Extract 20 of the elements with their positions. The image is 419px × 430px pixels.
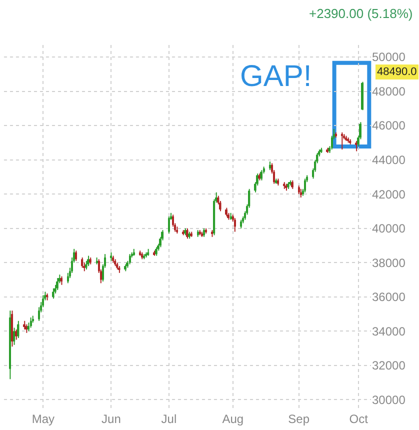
y-tick-label: 42000 (372, 187, 406, 202)
y-tick-label: 44000 (372, 153, 406, 168)
y-tick-label: 48000 (372, 84, 406, 98)
x-tick-label: Jun (102, 412, 121, 426)
y-tick-label: 40000 (372, 222, 406, 236)
y-tick-label: 38000 (372, 256, 406, 270)
y-tick-label: 36000 (372, 290, 406, 304)
x-tick-label: Jul (161, 412, 177, 426)
y-tick-label: 34000 (372, 324, 406, 338)
annotation: GAP! (240, 60, 312, 93)
text: +2390.00 (5.18%) (309, 6, 413, 21)
x-tick-label: Oct (349, 412, 369, 426)
y-tick-label: 46000 (372, 118, 406, 133)
y-tick-label: 50000 (372, 50, 406, 64)
x-tick-label: May (32, 412, 55, 426)
x-tick-label: Aug (222, 412, 244, 426)
x-tick-label: Sep (288, 412, 310, 426)
text: 48490.0 (377, 66, 417, 78)
y-tick-label: 32000 (372, 358, 406, 373)
y-tick-label: 30000 (372, 392, 406, 407)
